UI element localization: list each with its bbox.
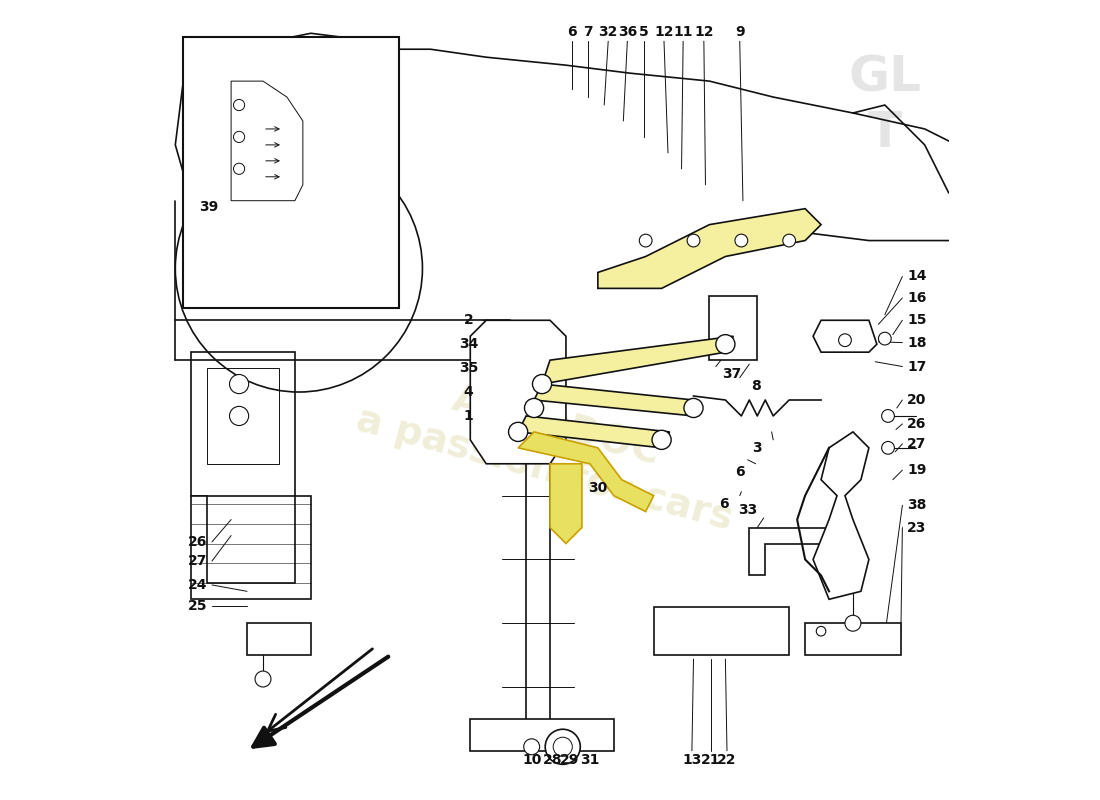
Polygon shape [248,623,311,655]
Text: 18: 18 [908,336,926,350]
Text: AUTODOC
a passion for cars: AUTODOC a passion for cars [352,358,748,538]
Text: 8: 8 [751,378,760,393]
Text: 10: 10 [522,754,541,767]
Text: 26: 26 [908,417,926,431]
Text: 36: 36 [618,25,637,38]
Text: 24: 24 [188,578,208,592]
Text: 21: 21 [702,754,721,767]
Polygon shape [518,432,653,512]
Circle shape [230,374,249,394]
Circle shape [838,334,851,346]
Text: 39: 39 [199,200,219,214]
Text: 13: 13 [682,754,702,767]
Polygon shape [535,384,693,416]
Text: 11: 11 [673,25,693,38]
Text: 32: 32 [598,25,618,38]
Circle shape [816,626,826,636]
Text: 6: 6 [735,465,745,478]
Polygon shape [653,607,789,655]
Text: 25: 25 [188,598,208,613]
Circle shape [688,234,700,247]
Text: 22: 22 [717,754,737,767]
Text: 1: 1 [464,409,474,423]
Circle shape [255,671,271,687]
Circle shape [845,615,861,631]
Text: 12: 12 [654,25,674,38]
Circle shape [652,430,671,450]
Circle shape [735,234,748,247]
Polygon shape [191,496,311,599]
Polygon shape [518,416,670,448]
Text: 27: 27 [188,554,207,568]
Circle shape [508,422,528,442]
Text: 37: 37 [722,367,741,382]
Text: 6: 6 [568,25,578,38]
Polygon shape [805,623,901,655]
Text: 5: 5 [639,25,649,38]
Circle shape [524,739,540,754]
Text: 6: 6 [719,497,728,510]
Circle shape [525,398,543,418]
Circle shape [879,332,891,345]
Text: 38: 38 [908,498,926,512]
Polygon shape [749,527,837,575]
Text: 28: 28 [542,754,562,767]
Text: 34: 34 [459,337,478,351]
Circle shape [684,398,703,418]
Text: 3: 3 [752,441,762,455]
Text: 23: 23 [908,521,926,534]
Polygon shape [597,209,821,288]
Text: 31: 31 [580,754,600,767]
Polygon shape [813,320,877,352]
Circle shape [230,406,249,426]
Polygon shape [710,296,757,360]
Text: 16: 16 [908,291,926,305]
Text: 2: 2 [464,314,474,327]
Text: 30: 30 [588,481,607,494]
Text: 20: 20 [908,393,926,407]
Circle shape [233,99,244,110]
Polygon shape [550,464,582,543]
Circle shape [233,163,244,174]
Text: 4: 4 [464,385,474,399]
Text: 33: 33 [738,503,757,517]
Polygon shape [542,336,734,384]
Text: 35: 35 [459,361,478,375]
Polygon shape [471,719,614,750]
Circle shape [233,131,244,142]
Text: 7: 7 [583,25,593,38]
Polygon shape [813,432,869,599]
Text: 17: 17 [908,359,926,374]
FancyBboxPatch shape [184,38,398,308]
Circle shape [532,374,551,394]
Circle shape [716,334,735,354]
Polygon shape [471,320,565,464]
Text: 26: 26 [188,535,207,549]
Text: 14: 14 [908,270,926,283]
Text: 19: 19 [908,463,926,477]
Circle shape [881,410,894,422]
Text: 9: 9 [735,25,745,38]
Text: GL
T: GL T [848,54,922,157]
Text: 12: 12 [694,25,714,38]
Circle shape [546,730,581,764]
Text: 27: 27 [908,437,926,451]
Circle shape [881,442,894,454]
Text: 15: 15 [908,314,926,327]
Circle shape [639,234,652,247]
Circle shape [553,738,572,756]
Circle shape [783,234,795,247]
Text: 29: 29 [560,754,580,767]
